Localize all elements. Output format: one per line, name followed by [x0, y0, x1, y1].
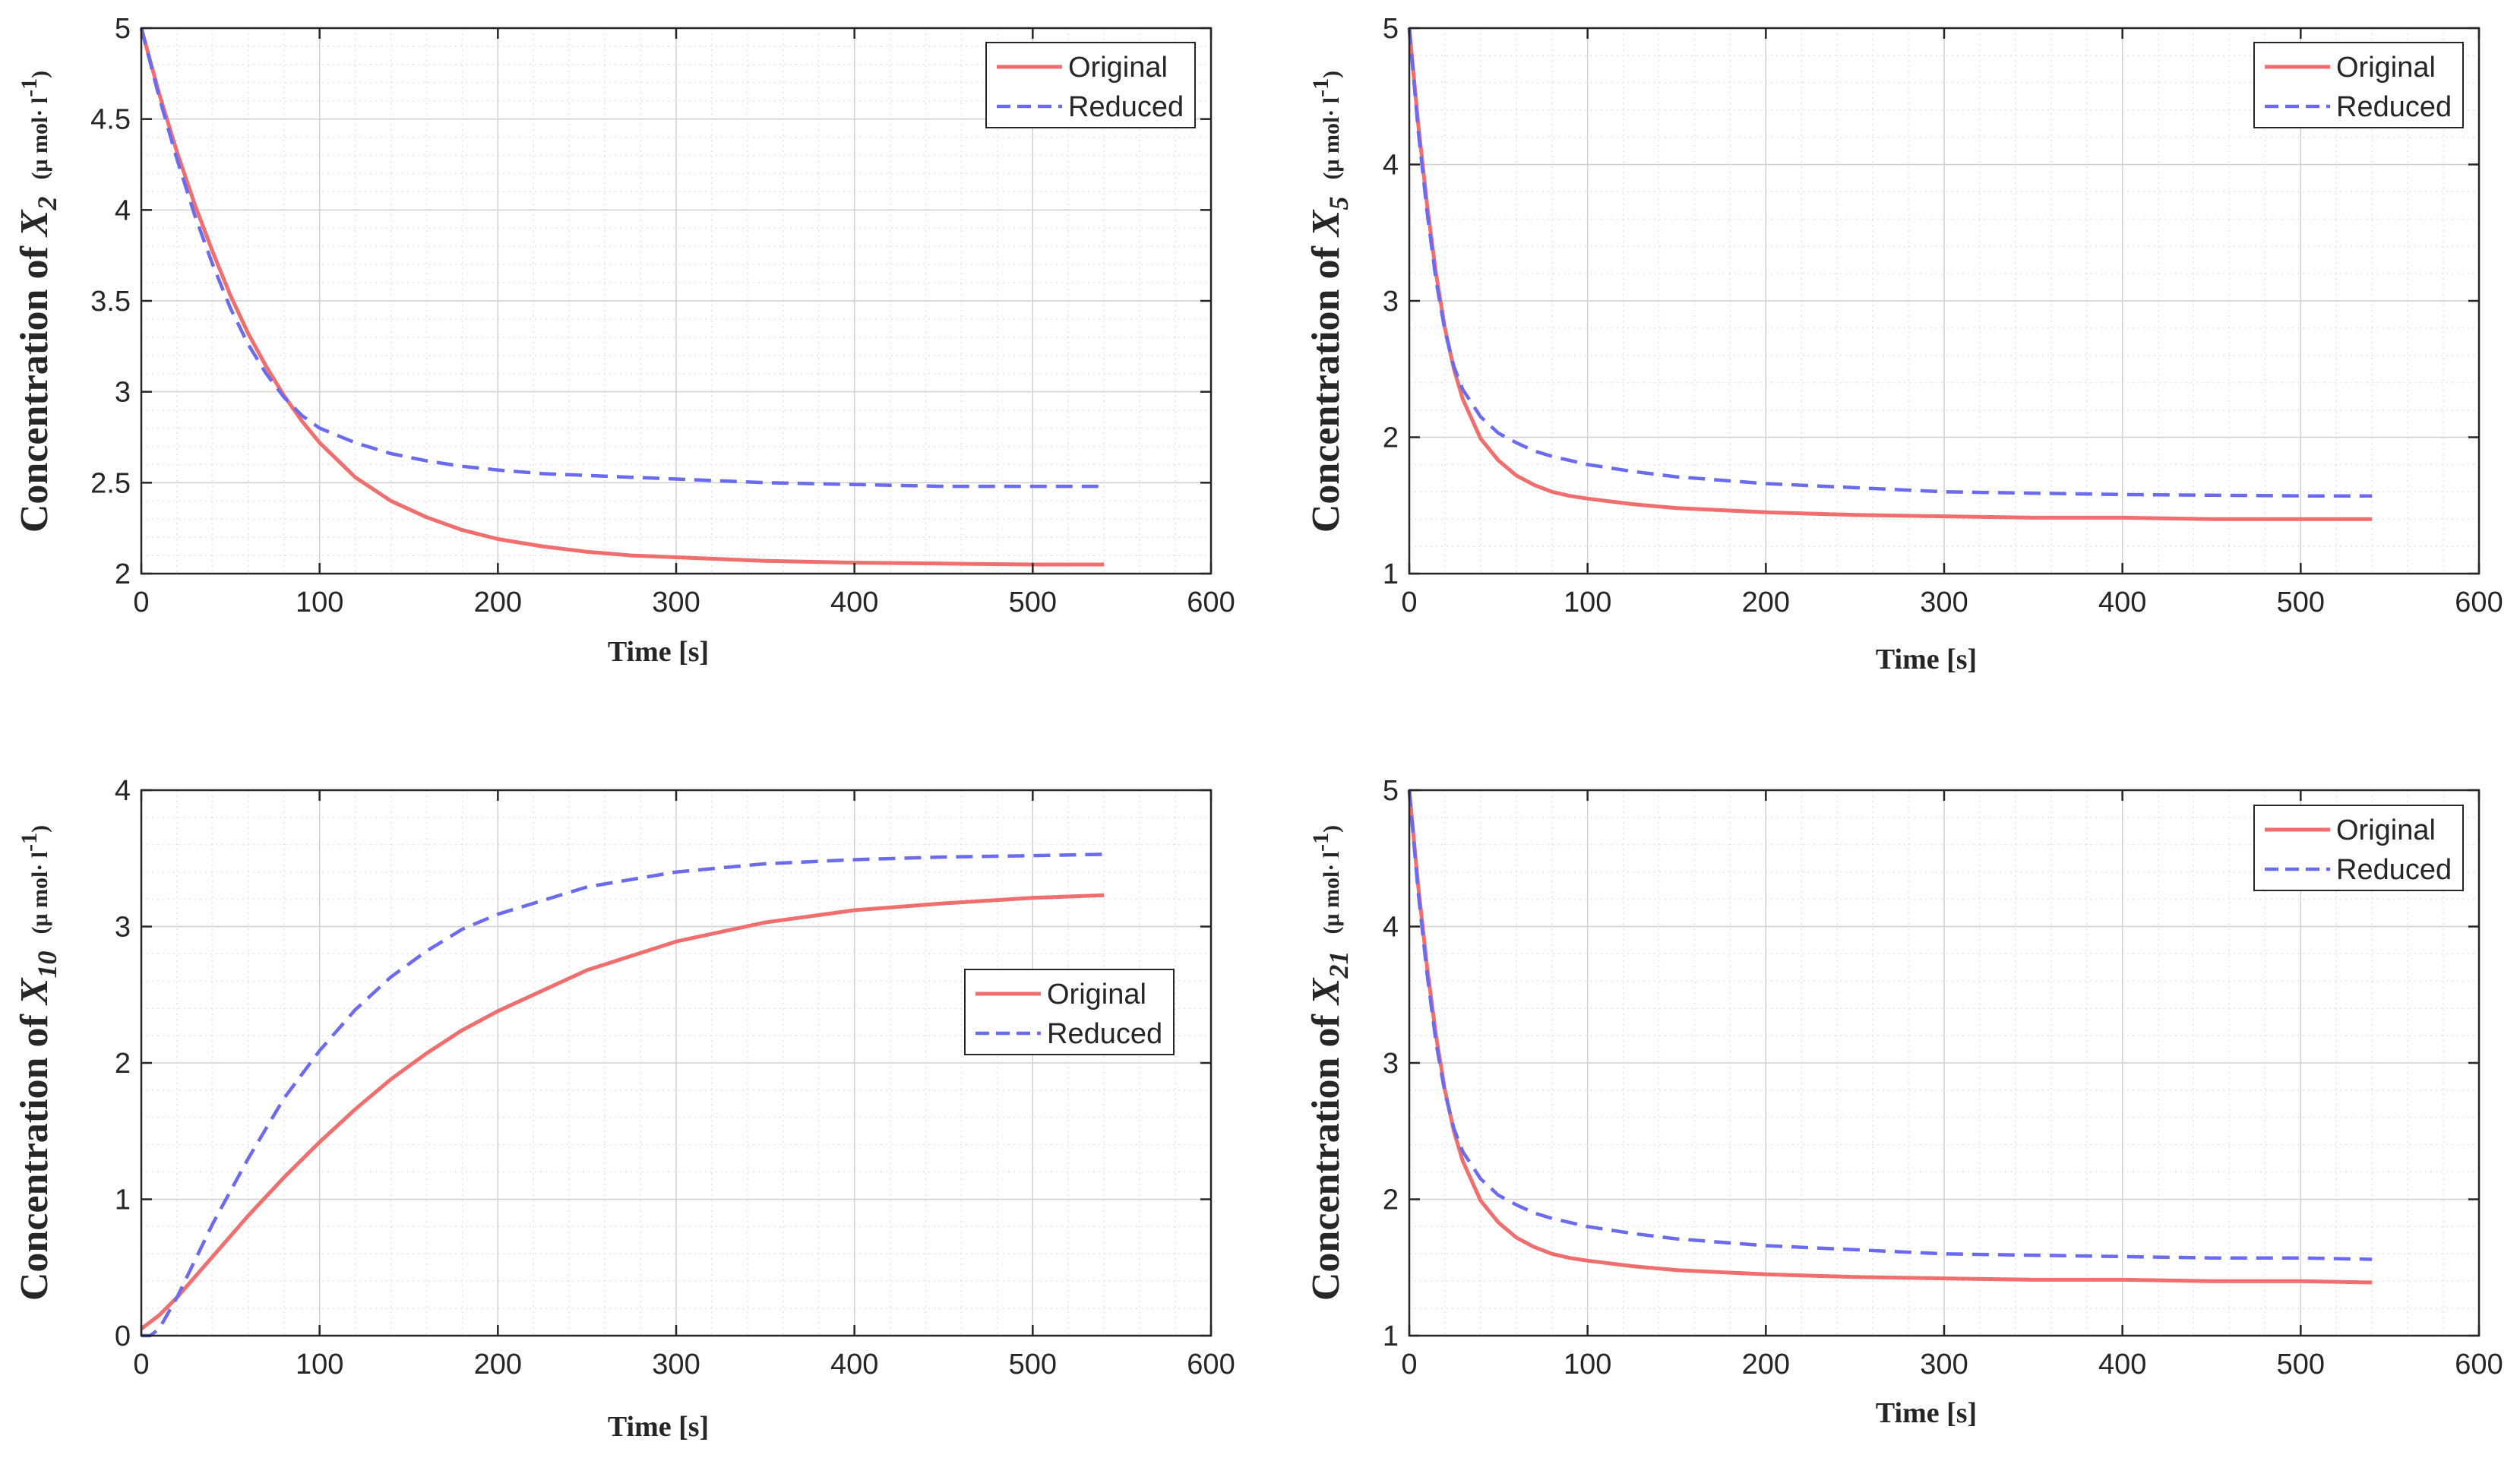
legend-label-original: Original	[1047, 979, 1146, 1010]
y-tick-label: 3.5	[90, 286, 131, 318]
series-line-reduced	[141, 852, 1105, 1338]
y-axis-label-x2: Concentration of X2(μ mol· l-1)	[13, 71, 62, 533]
x-tick-label: 500	[1009, 587, 1057, 618]
y-tick-label: 5	[1383, 13, 1399, 45]
legend-box	[2253, 805, 2464, 891]
x-tick-label: 100	[1564, 587, 1611, 618]
legend-label-original: Original	[2336, 52, 2436, 84]
legend-box	[2253, 42, 2464, 128]
legend-label-original: Original	[2336, 814, 2436, 846]
x-axis-label: Time [s]	[608, 636, 709, 668]
x-axis-label: Time [s]	[608, 1411, 709, 1443]
x-tick-label: 200	[1742, 587, 1790, 618]
x-tick-label: 300	[652, 587, 700, 618]
x-tick-label: 500	[2277, 587, 2325, 618]
x-tick-label: 300	[652, 1349, 700, 1381]
x-tick-label: 600	[1187, 587, 1235, 618]
x-tick-label: 500	[2277, 1349, 2325, 1381]
legend: Original Reduced	[2253, 805, 2464, 891]
legend-box	[964, 969, 1175, 1055]
y-tick-label: 2	[1383, 422, 1399, 454]
y-tick-label: 2	[115, 1048, 131, 1080]
x-tick-label: 100	[1564, 1349, 1611, 1381]
x-tick-label: 300	[1920, 1349, 1968, 1381]
x-tick-label: 600	[2455, 1349, 2503, 1381]
x-tick-label: 400	[830, 587, 878, 618]
x-tick-label: 600	[2455, 587, 2503, 618]
y-tick-label: 4.5	[90, 104, 131, 136]
y-tick-label: 1	[1383, 558, 1399, 590]
series-line-reduced	[1407, 789, 2373, 1261]
y-axis-label-x21: Concentration of X21(μ mol· l-1)	[1304, 825, 1354, 1301]
x-tick-label: 300	[1920, 587, 1968, 618]
y-tick-label: 3	[115, 912, 131, 944]
x-tick-label: 500	[1009, 1349, 1057, 1381]
y-tick-label: 4	[115, 775, 131, 807]
x-tick-label: 600	[1187, 1349, 1235, 1381]
chart-panel-x10: 0 100 200 300 400 500 600 0 1 2 3 4 Time [s] Concentr…	[13, 775, 1235, 1443]
series-line-original	[140, 893, 1105, 1330]
y-tick-label: 4	[1383, 150, 1399, 182]
y-tick-label: 3	[1383, 286, 1399, 318]
series-line-reduced	[139, 27, 1105, 489]
x-tick-label: 0	[1401, 587, 1417, 618]
y-tick-label: 2.5	[90, 467, 131, 499]
x-tick-label: 200	[474, 1349, 522, 1381]
y-tick-label: 0	[115, 1320, 131, 1352]
legend-label-original: Original	[1068, 52, 1168, 84]
legend: Original Reduced	[2253, 42, 2464, 128]
x-tick-label: 400	[2098, 587, 2146, 618]
legend: Original Reduced	[964, 969, 1175, 1055]
y-tick-label: 5	[115, 13, 131, 45]
legend-box	[985, 42, 1196, 128]
x-tick-label: 400	[2098, 1349, 2146, 1381]
x-tick-label: 400	[830, 1349, 878, 1381]
legend-label-reduced: Reduced	[1047, 1018, 1162, 1050]
x-axis-label: Time [s]	[1876, 644, 1977, 675]
y-tick-label: 3	[115, 377, 131, 409]
y-axis-label-x5: Concentration of X5(μ mol· l-1)	[1304, 71, 1354, 533]
y-tick-label: 3	[1383, 1048, 1399, 1080]
chart-panel-x21: 0 100 200 300 400 500 600 1 2 3 4 5 Time [s] Concentr…	[1304, 775, 2503, 1429]
x-tick-label: 100	[296, 1349, 343, 1381]
series-line-original	[139, 27, 1105, 567]
y-tick-label: 1	[115, 1184, 131, 1216]
x-tick-label: 0	[133, 587, 149, 618]
y-tick-label: 5	[1383, 775, 1399, 807]
legend: Original Reduced	[985, 42, 1196, 128]
y-tick-label: 2	[1383, 1184, 1399, 1216]
x-tick-label: 100	[296, 587, 343, 618]
y-tick-label: 1	[1383, 1320, 1399, 1352]
chart-panel-x5: 0 100 200 300 400 500 600 1 2 3 4 5 Time [s] Concentr…	[1304, 13, 2503, 675]
chart-panel-x2: 0 100 200 300 400 500 600 2 2.5 3 3.5 4 4.5 5 Time [s]…	[13, 13, 1235, 668]
x-tick-label: 200	[474, 587, 522, 618]
series-line-reduced	[1407, 27, 2373, 498]
x-tick-label: 200	[1742, 1349, 1790, 1381]
y-tick-label: 2	[115, 558, 131, 590]
y-tick-label: 4	[115, 195, 131, 226]
x-tick-label: 0	[1401, 1349, 1417, 1381]
legend-label-reduced: Reduced	[2336, 91, 2452, 123]
y-axis-label-x10: Concentration of X10(μ mol· l-1)	[13, 825, 62, 1301]
legend-label-reduced: Reduced	[2336, 854, 2452, 886]
x-tick-label: 0	[133, 1349, 149, 1381]
legend-label-reduced: Reduced	[1068, 91, 1184, 123]
y-tick-label: 4	[1383, 912, 1399, 944]
x-axis-label: Time [s]	[1876, 1397, 1977, 1429]
